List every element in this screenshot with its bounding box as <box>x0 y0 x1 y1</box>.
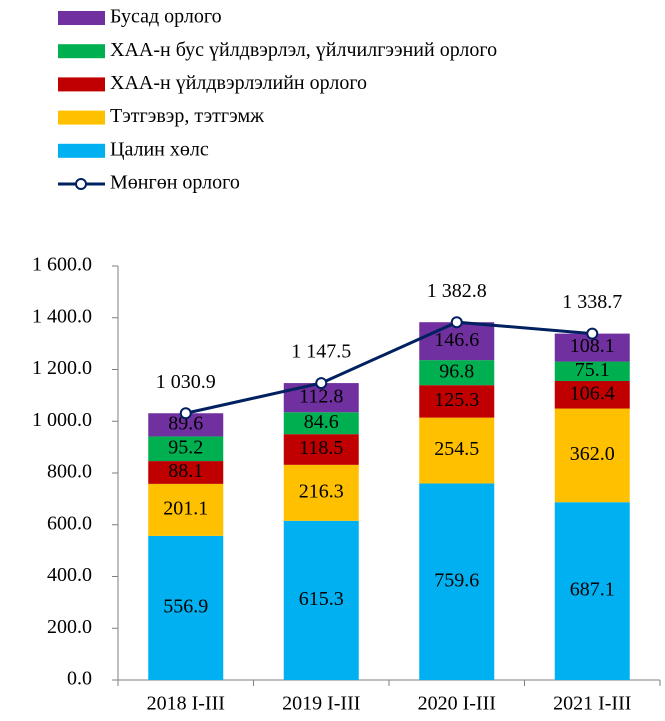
legend-label: ХАА-н бус үйлдвэрлэл, үйлчилгээний орлог… <box>110 39 497 61</box>
data-label: 125.3 <box>434 389 479 411</box>
y-tick-label: 800.0 <box>47 461 92 483</box>
bar-segment <box>283 412 359 435</box>
line-label: 1 338.7 <box>562 291 622 313</box>
legend-label: Бусад орлого <box>110 6 222 28</box>
data-label: 687.1 <box>570 579 615 601</box>
y-tick-label: 600.0 <box>47 512 92 534</box>
legend-marker <box>75 178 87 190</box>
data-label: 108.1 <box>570 335 615 357</box>
line-label: 1 382.8 <box>427 280 487 302</box>
data-label: 75.1 <box>575 359 610 381</box>
data-label: 759.6 <box>434 569 479 591</box>
bar-segment <box>419 417 495 484</box>
x-tick-label: 2018 I-III <box>147 693 225 715</box>
x-tick-label: 2019 I-III <box>282 693 360 715</box>
line-label: 1 030.9 <box>156 371 216 393</box>
data-label: 106.4 <box>570 382 615 404</box>
data-label: 112.8 <box>299 385 343 407</box>
legend-swatch <box>58 143 105 158</box>
data-label: 84.6 <box>304 411 339 433</box>
bar-segment <box>148 535 224 680</box>
data-label: 254.5 <box>434 438 479 460</box>
legend-swatch <box>58 11 105 25</box>
y-tick-label: 1 000.0 <box>32 409 92 431</box>
bar-segment <box>554 361 630 382</box>
bar-segment <box>419 483 495 680</box>
bar-segment <box>148 413 224 437</box>
bar-segment <box>554 408 630 503</box>
legend-label: Мөнгөн орлого <box>110 172 240 194</box>
data-label: 95.2 <box>168 436 203 458</box>
legend-swatch <box>58 44 105 59</box>
y-tick-label: 0.0 <box>67 668 92 690</box>
bar-segment <box>148 483 224 536</box>
y-tick-label: 1 600.0 <box>32 254 92 276</box>
bar-segment <box>419 385 495 418</box>
y-tick-label: 1 200.0 <box>32 357 92 379</box>
x-tick-label: 2021 I-III <box>553 693 631 715</box>
data-label: 201.1 <box>163 497 208 519</box>
bar-segment <box>554 381 630 409</box>
line-marker <box>450 316 463 329</box>
data-label: 118.5 <box>299 437 343 459</box>
y-tick-label: 1 400.0 <box>32 305 92 327</box>
bar-segment <box>419 322 495 361</box>
bar-segment <box>283 520 359 680</box>
legend-swatch <box>58 110 105 125</box>
data-label: 362.0 <box>570 443 615 465</box>
data-label: 89.6 <box>168 412 203 434</box>
line-marker <box>586 327 599 340</box>
data-label: 146.6 <box>434 329 479 351</box>
data-label: 216.3 <box>299 480 344 502</box>
legend-label: ХАА-н үйлдвэрлэлийн орлого <box>110 72 367 94</box>
bar-segment <box>283 434 359 465</box>
line <box>185 320 593 415</box>
legend-label: Тэтгэвэр, тэтгэмж <box>110 105 264 127</box>
bar-segment <box>283 464 359 521</box>
data-label: 556.9 <box>163 596 208 618</box>
y-tick-label: 400.0 <box>47 564 92 586</box>
legend-label: Цалин хөлс <box>110 138 209 160</box>
data-label: 615.3 <box>299 588 344 610</box>
bar-segment <box>148 461 224 484</box>
data-label: 88.1 <box>168 460 203 482</box>
bar-segment <box>148 436 224 462</box>
y-tick-label: 200.0 <box>47 616 92 638</box>
legend-swatch <box>58 77 105 92</box>
bar-segment <box>554 502 630 680</box>
data-label: 96.8 <box>439 360 474 382</box>
bar-segment <box>419 360 495 386</box>
line-label: 1 147.5 <box>291 341 351 363</box>
x-tick-label: 2020 I-III <box>418 693 496 715</box>
line-marker <box>315 377 328 390</box>
line-marker <box>179 407 192 420</box>
